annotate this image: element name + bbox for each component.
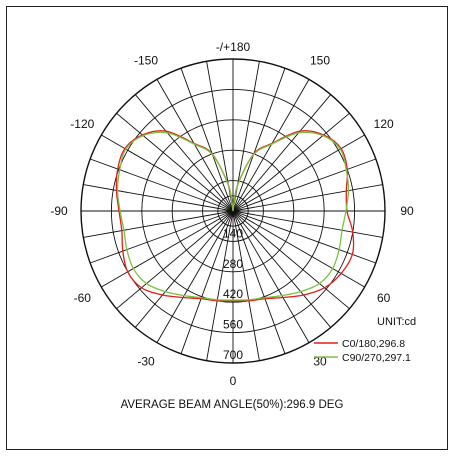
angle-label: -90	[50, 204, 68, 218]
unit-label: UNIT:cd	[377, 316, 416, 328]
legend-entry-c0: C0/180,296.8	[342, 338, 405, 350]
angle-label: -/+180	[216, 40, 251, 54]
grid-spoke	[232, 210, 365, 288]
angle-label: 0	[230, 374, 237, 388]
grid-spoke	[116, 210, 234, 310]
angle-label: -60	[74, 291, 92, 305]
grid-spoke	[232, 158, 376, 212]
angle-label: 90	[400, 204, 414, 218]
grid-spoke	[232, 112, 350, 212]
grid-spoke	[83, 210, 234, 238]
grid-spoke	[232, 134, 365, 212]
grid-spoke	[232, 68, 286, 212]
radial-tick-label: 280	[223, 257, 243, 271]
series-line-c0	[115, 130, 355, 302]
grid-spoke	[232, 210, 383, 238]
grid-spoke	[180, 210, 234, 354]
beam-angle-footer: AVERAGE BEAM ANGLE(50%):296.9 DEG	[121, 399, 344, 411]
series-curves	[115, 130, 355, 302]
grid-spoke	[116, 112, 234, 212]
grid-spoke	[232, 210, 286, 354]
grid-spoke	[156, 210, 234, 343]
legend: UNIT:cd C0/180,296.8 C90/270,297.1	[314, 316, 416, 364]
grid-spoke	[232, 184, 383, 212]
angle-label: -150	[134, 53, 158, 67]
grid-spoke	[232, 94, 332, 212]
grid-spoke	[83, 184, 234, 212]
grid-spoke	[134, 94, 234, 212]
angle-label: -30	[137, 355, 155, 369]
series-line-c90	[116, 131, 350, 301]
axis-labels: 140 280 420 560 700 -/+180 150 120 90 60 30 0 -30 -60…	[50, 40, 414, 388]
polar-grid	[80, 58, 386, 364]
legend-entry-c90: C90/270,297.1	[342, 352, 411, 364]
grid-spoke	[101, 210, 234, 288]
angle-label: 30	[313, 355, 327, 369]
grid-spoke	[90, 210, 234, 264]
grid-spoke	[101, 134, 234, 212]
angle-label: -120	[70, 117, 94, 131]
angle-label: 60	[377, 291, 391, 305]
grid-spoke	[232, 210, 260, 361]
grid-spoke	[206, 210, 234, 361]
radial-tick-label: 420	[223, 287, 243, 301]
angle-label: 150	[310, 53, 330, 67]
radial-tick-label: 560	[223, 318, 243, 332]
grid-spoke	[134, 210, 234, 328]
grid-spoke	[232, 210, 350, 310]
radial-tick-label: 140	[223, 226, 243, 240]
grid-spoke	[232, 210, 332, 328]
grid-spoke	[90, 158, 234, 212]
radial-tick-label: 700	[223, 348, 243, 362]
angle-label: 120	[374, 117, 394, 131]
grid-spoke	[232, 210, 310, 343]
grid-spoke	[180, 68, 234, 212]
